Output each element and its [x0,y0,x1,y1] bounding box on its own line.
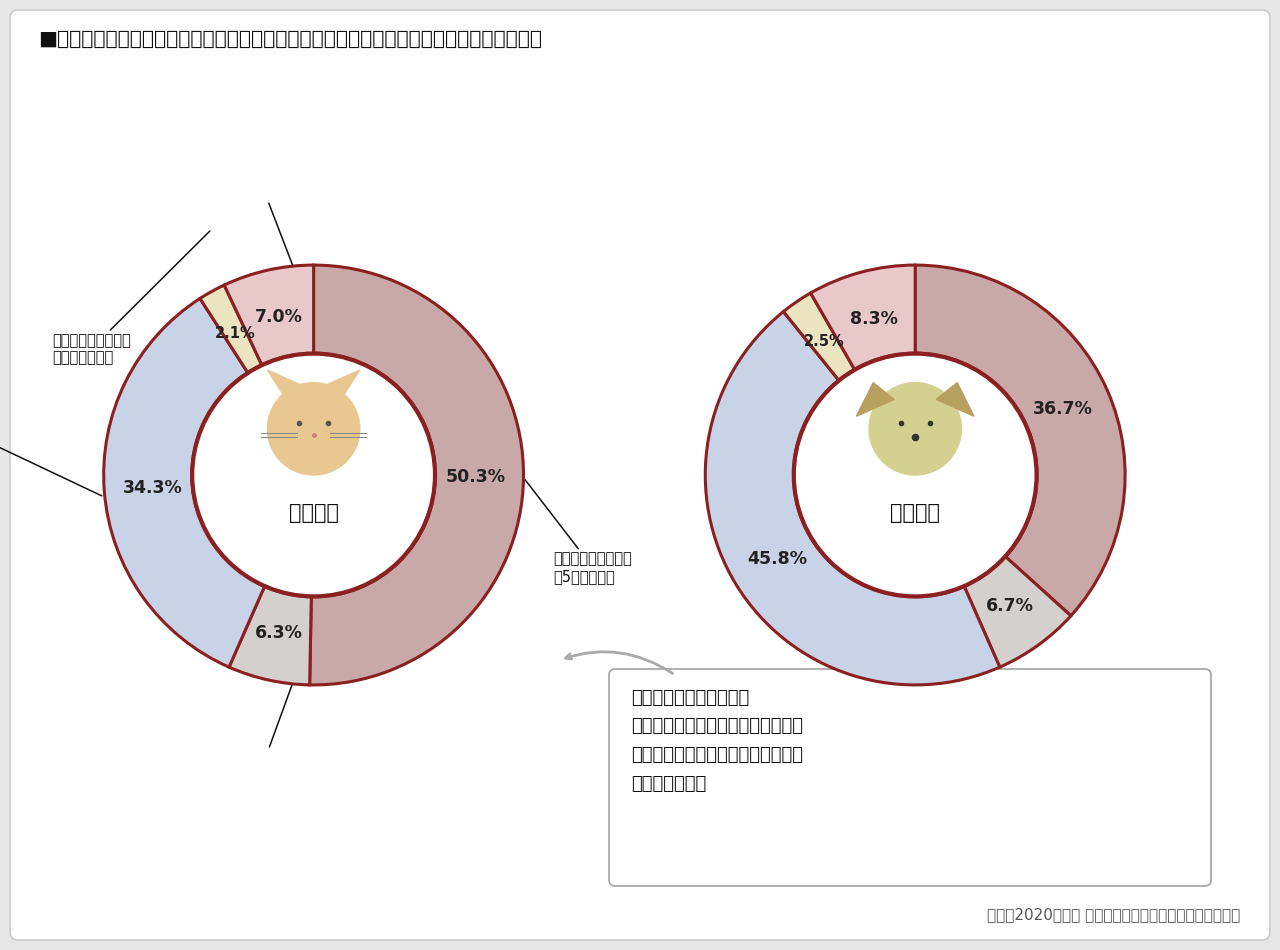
Circle shape [195,356,433,594]
Wedge shape [783,293,855,380]
Text: 停電時の電気については
お金を払ってでも欲しい人が多く、
特に外に連れ出しにくい猫のほうが
要望度が高い。: 停電時の電気については お金を払ってでも欲しい人が多く、 特に外に連れ出しにくい… [631,689,803,792]
Text: 出典：2020年実施 当社ペット共生賃貸入居者アンケート: 出典：2020年実施 当社ペット共生賃貸入居者アンケート [987,907,1240,922]
Wedge shape [200,285,261,372]
Text: ■「停電時も最低限の電気が使えるシステム」について、お金を払っても欲しいと思う割合: ■「停電時も最低限の電気が使えるシステム」について、お金を払っても欲しいと思う割… [38,30,541,49]
Text: 犬飼育者: 犬飼育者 [890,503,941,522]
FancyBboxPatch shape [10,10,1270,940]
Circle shape [268,383,360,475]
Wedge shape [224,265,314,365]
Text: タダなら
欲しい: タダなら 欲しい [0,421,102,496]
Text: 不要: 不要 [269,662,307,747]
Polygon shape [323,370,360,399]
Text: お金払っても欲しい
（5千円～１万円以下）: お金払っても欲しい （5千円～１万円以下） [257,203,355,316]
Text: 6.3%: 6.3% [255,624,303,642]
Text: 2.1%: 2.1% [215,326,256,341]
Text: 34.3%: 34.3% [123,479,182,497]
Wedge shape [915,265,1125,616]
Polygon shape [936,383,974,416]
Text: 36.7%: 36.7% [1033,400,1093,418]
Wedge shape [705,312,1000,685]
Text: お金払っても欲しい
（5千円以下）: お金払っても欲しい （5千円以下） [525,480,632,584]
Text: 2.5%: 2.5% [804,334,845,349]
Wedge shape [310,265,524,685]
Wedge shape [964,557,1071,667]
Text: 50.3%: 50.3% [445,467,506,485]
Circle shape [191,352,436,598]
Text: 6.7%: 6.7% [986,597,1034,615]
Text: 7.0%: 7.0% [255,308,302,326]
Polygon shape [268,370,305,399]
Wedge shape [104,298,265,667]
Polygon shape [856,383,895,416]
FancyBboxPatch shape [609,669,1211,886]
Text: 45.8%: 45.8% [748,550,808,568]
Text: 猫飼育者: 猫飼育者 [288,503,339,522]
Circle shape [796,356,1034,594]
Wedge shape [810,265,915,370]
Circle shape [792,352,1038,598]
Text: お金払っても欲しい
（１万円以上）: お金払っても欲しい （１万円以上） [52,231,210,365]
Circle shape [869,383,961,475]
Wedge shape [229,586,311,685]
Text: 8.3%: 8.3% [850,310,897,328]
